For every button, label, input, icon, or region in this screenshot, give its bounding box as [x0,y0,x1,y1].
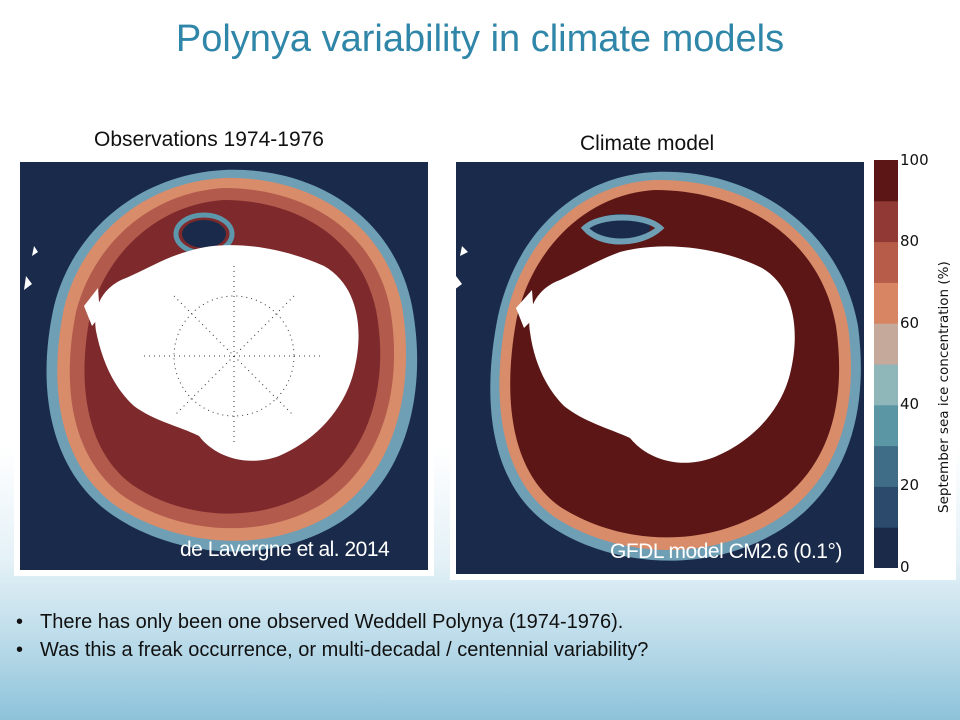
right-map-caption: GFDL model CM2.6 (0.1°) [610,540,842,563]
colorbar-tick: 40 [900,395,920,413]
colorbar-segment [874,160,898,202]
left-map-caption: de Lavergne et al. 2014 [180,538,390,561]
colorbar-segment [874,404,898,447]
bullet-text: Was this a freak occurrence, or multi-de… [40,639,649,661]
bullet-item: • There has only been one observed Weddel… [16,608,946,636]
colorbar-segment [874,282,898,324]
colorbar-tick: 100 [900,151,929,169]
colorbar-segment [874,241,898,283]
colorbar-segment [874,364,898,406]
colorbar-gradient [874,160,898,568]
bullet-text: There has only been one observed Weddell… [40,611,624,633]
slide-title: Polynya variability in climate models [175,18,785,60]
colorbar-tick: 60 [900,314,920,332]
colorbar-segment [874,527,898,568]
bullet-marker: • [16,639,24,661]
colorbar-tick: 0 [900,558,910,576]
right-panel-title: Climate model [580,132,715,155]
ice-concentration-colorbar: 100 80 60 40 20 0 September sea ice conc… [870,148,956,580]
bullet-marker: • [16,611,24,633]
observations-map: de Lavergne et al. 2014 [14,156,434,576]
bullet-item: • Was this a freak occurrence, or multi-d… [16,636,946,664]
colorbar-segment [874,445,898,487]
climate-model-map: GFDL model CM2.6 (0.1°) [450,156,870,580]
bullet-list: • There has only been one observed Weddel… [16,608,946,664]
colorbar-label: September sea ice concentration (%) [936,261,952,513]
colorbar-segment [874,200,898,243]
left-panel-title: Observations 1974-1976 [94,128,324,151]
colorbar-segment [874,323,898,365]
colorbar-segment [874,486,898,528]
colorbar-tick: 20 [900,476,920,494]
colorbar-tick: 80 [900,232,920,250]
